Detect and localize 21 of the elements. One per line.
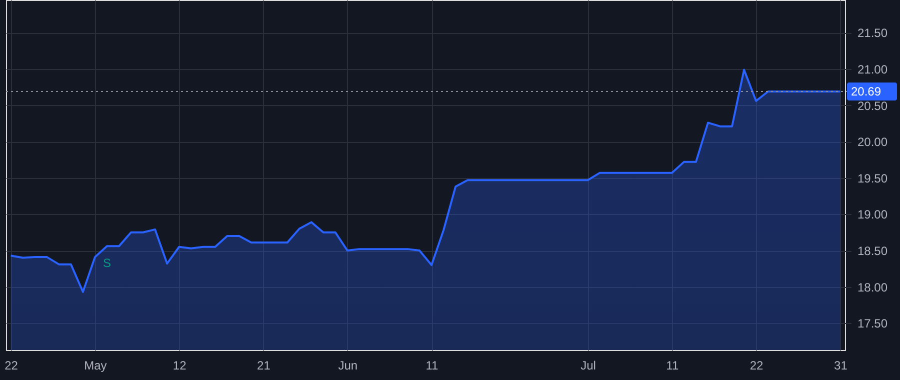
x-tick-label: 31 xyxy=(834,358,848,372)
x-tick-label: 12 xyxy=(172,358,187,372)
y-tick-label: 17.50 xyxy=(858,316,888,331)
y-tick-label: 20.00 xyxy=(858,135,888,150)
y-tick-label: 21.50 xyxy=(858,26,888,40)
y-tick-label: 19.00 xyxy=(858,208,888,222)
x-tick-label: 21 xyxy=(257,358,271,372)
ref-line-label: 20.69 xyxy=(851,84,882,98)
y-tick-label: 18.50 xyxy=(858,244,888,258)
data-label: S xyxy=(102,256,111,270)
x-tick-label: Jun xyxy=(338,358,358,372)
x-tick-label: 11 xyxy=(426,358,439,372)
x-tick-label: May xyxy=(84,358,107,372)
x-tick-label: 22 xyxy=(750,358,764,372)
y-tick-label: 21.00 xyxy=(858,62,888,76)
y-tick-label: 18.00 xyxy=(858,280,888,294)
y-tick-label: 19.50 xyxy=(858,171,888,186)
x-tick-label: 11 xyxy=(666,358,679,372)
y-tick-label: 20.50 xyxy=(858,98,888,113)
x-tick-label: 22 xyxy=(4,358,18,372)
x-tick-label: Jul xyxy=(580,358,596,372)
